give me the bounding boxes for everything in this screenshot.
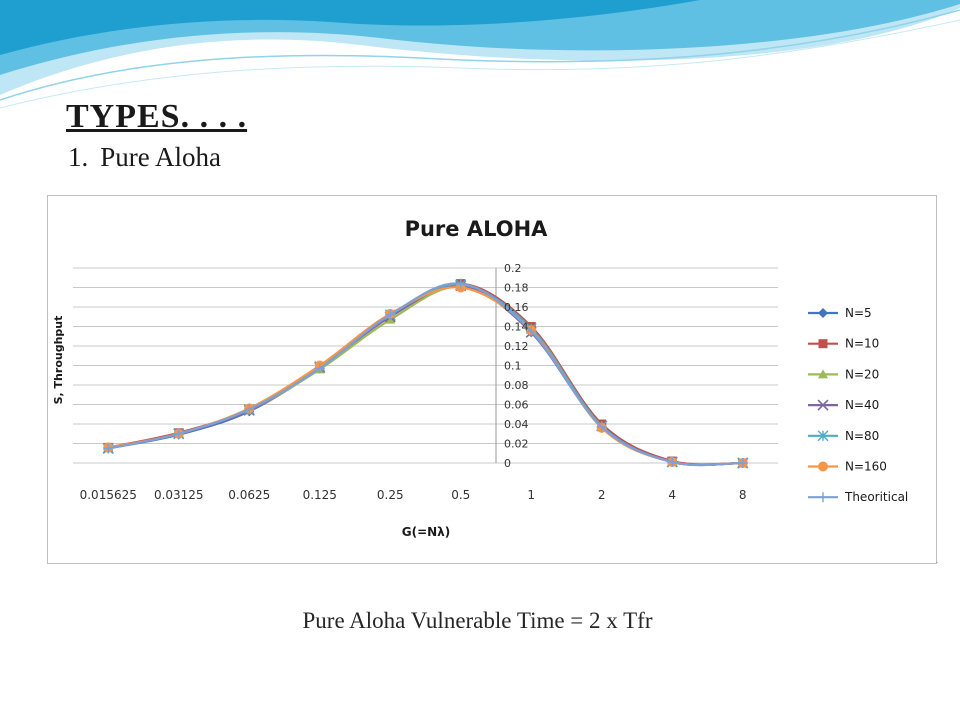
legend-marker (818, 339, 828, 349)
data-point (737, 458, 748, 468)
y-tick-label: 0.16 (504, 301, 529, 314)
legend-item: N=80 (808, 429, 879, 443)
chart-area: 0 0.02 0.04 0.06 0.08 0.1 0.12 0.14 0.16 0.18 0.2 … (47, 195, 937, 564)
legend-item: N=10 (808, 337, 879, 351)
series-line (108, 283, 743, 467)
x-tick-label: 0.5 (451, 488, 470, 502)
data-point (244, 404, 255, 415)
legend-label: N=5 (845, 306, 872, 320)
caption-text: Pure Aloha Vulnerable Time = 2 x Tfr (302, 608, 653, 633)
series-n-80 (102, 279, 749, 469)
series-n-40 (102, 279, 749, 469)
y-tick-label: 0.2 (504, 262, 522, 275)
y-tick-label: 0.14 (504, 321, 529, 334)
legend-label: N=20 (845, 367, 879, 381)
y-tick-label: 0.18 (504, 282, 529, 295)
y-tick-label: 0.04 (504, 418, 529, 431)
legend-marker (818, 308, 828, 318)
legend-marker (818, 369, 828, 379)
y-axis-label: S, Throughput (52, 316, 65, 405)
legend-item: N=20 (808, 367, 879, 381)
data-point (173, 428, 184, 439)
legend-item: N=5 (808, 306, 872, 320)
subheading-number: 1. (68, 142, 89, 172)
x-tick-label: 0.125 (303, 488, 337, 502)
slide-subheading: 1. Pure Aloha (68, 142, 221, 173)
pure-aloha-chart: 00.020.040.060.080.10.120.140.160.180.2 … (52, 217, 908, 539)
legend-label: Theoritical (844, 490, 908, 504)
legend-marker (818, 461, 828, 472)
legend-label: N=80 (845, 429, 879, 443)
series-line (108, 282, 743, 467)
legend-marker (817, 399, 829, 411)
x-tick-label: 0.03125 (154, 488, 204, 502)
data-point (103, 443, 114, 454)
data-point (667, 457, 678, 468)
data-point (385, 309, 396, 320)
series-n-5 (103, 279, 748, 468)
x-tick-label: 1 (527, 488, 535, 502)
series-line (108, 282, 743, 466)
x-tick-label: 8 (739, 488, 747, 502)
data-point (314, 363, 325, 374)
legend-marker (818, 492, 828, 503)
legend-item: N=160 (808, 460, 887, 474)
x-tick-label: 0.015625 (80, 488, 137, 502)
slide-caption: Pure Aloha Vulnerable Time = 2 x Tfr (0, 608, 960, 634)
y-tick-label: 0 (504, 457, 511, 470)
legend-label: N=40 (845, 398, 879, 412)
slide-heading: TYPES. . . . (66, 98, 248, 135)
series-n-20 (103, 281, 748, 467)
y-tick-label: 0.1 (504, 360, 522, 373)
series-line (108, 284, 743, 467)
x-tick-label: 2 (598, 488, 606, 502)
y-tick-label: 0.02 (504, 438, 529, 451)
x-axis-label: G(=Nλ) (402, 525, 451, 539)
legend-item: N=40 (808, 398, 879, 412)
legend-marker (817, 430, 829, 442)
series-line (108, 283, 743, 467)
data-point (526, 326, 537, 337)
chart-title: Pure ALOHA (405, 217, 549, 241)
x-tick-label: 4 (668, 488, 676, 502)
y-tick-label: 0.06 (504, 399, 529, 412)
legend-label: N=10 (845, 337, 879, 351)
x-tick-label: 0.0625 (228, 488, 270, 502)
y-tick-label: 0.08 (504, 379, 529, 392)
series-line (108, 286, 743, 466)
corner-mark: . (936, 556, 939, 565)
header-wave-decoration (0, 0, 960, 109)
series-n-160 (103, 282, 748, 468)
series-theoritical (103, 278, 748, 468)
legend-item: Theoritical (808, 490, 908, 504)
x-tick-label: 0.25 (377, 488, 404, 502)
data-point (455, 278, 466, 289)
legend-label: N=160 (845, 460, 887, 474)
subheading-text: Pure Aloha (100, 142, 221, 172)
y-tick-label: 0.12 (504, 340, 529, 353)
series-line (108, 285, 743, 467)
data-point (596, 421, 607, 432)
